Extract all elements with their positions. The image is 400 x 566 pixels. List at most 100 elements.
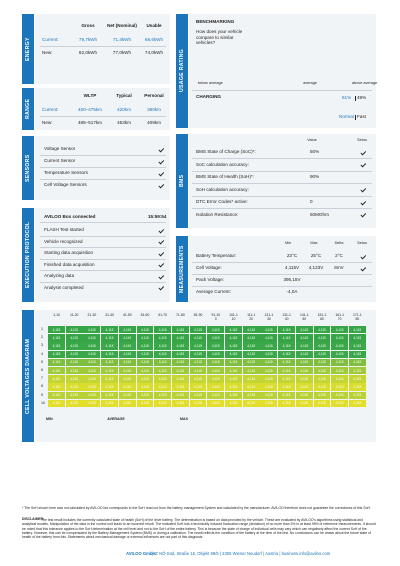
separator (40, 247, 166, 248)
cell: 4,115 (154, 326, 172, 334)
cell: 4,115 (260, 342, 278, 350)
row-label: 9 (41, 392, 43, 397)
column-header: 41-50 (122, 313, 132, 317)
cell: 4,115 (48, 367, 65, 375)
separator (192, 274, 372, 275)
cell: 4,115 (101, 334, 118, 342)
cell: 4,115 (295, 358, 313, 367)
cell: 4,115 (171, 367, 189, 375)
separator (40, 46, 166, 47)
footnote: * The SoH shown here was not calculated … (22, 506, 371, 510)
cell: 4,115 (136, 375, 154, 383)
panel (35, 208, 170, 302)
charging-mode: Fast (355, 114, 366, 120)
separator (40, 222, 166, 223)
column-header: Gross (81, 23, 95, 28)
cell: 4,115 (83, 326, 101, 334)
cell: 4,115 (171, 342, 189, 350)
bms-label: SoC calculation accuracy: (196, 161, 249, 167)
cell: 4,115 (189, 367, 207, 375)
cell: 4,115 (225, 391, 242, 399)
section-label: EXECUTION PROTOCOL (22, 208, 34, 302)
cell: 4,115 (207, 399, 225, 408)
cell: 4,115 (331, 399, 349, 408)
cell: 4,115 (48, 375, 65, 383)
separator (192, 195, 372, 197)
cell: 4,115 (242, 399, 260, 408)
bms-value: 50% (310, 149, 320, 154)
cell: 4,115 (260, 375, 278, 383)
cell: 4,115 (65, 358, 83, 367)
cell: 4,115 (189, 342, 207, 350)
cell: 4,115 (48, 358, 65, 367)
cell: 4,115 (225, 334, 242, 342)
cell: 4,115 (171, 350, 189, 358)
cell: 4,115 (48, 391, 65, 399)
cell: 4,115 (65, 375, 83, 383)
cell: 4,115 (260, 350, 278, 358)
cell: 4,115 (313, 358, 331, 367)
cell: 4,115 (48, 334, 65, 342)
cell: 4,115 (83, 350, 101, 358)
benchmark-title: BENCHMARKING (196, 19, 235, 24)
cell: 4,115 (83, 383, 101, 391)
cell: 4,115 (207, 326, 225, 334)
column-header: Delta (334, 241, 344, 245)
cell: 4,115 (295, 326, 313, 334)
cell-value: 74,0kWh (144, 50, 164, 55)
column-header: 51-60 (140, 313, 150, 317)
column-header: 171-180 (353, 313, 362, 321)
bms-value: 0 (310, 199, 313, 204)
column-header: 61-70 (158, 313, 168, 317)
cell: 4,115 (348, 391, 366, 399)
cell: 4,115 (189, 326, 207, 334)
column-header: 91-100 (211, 313, 221, 321)
cell: 4,115 (278, 399, 295, 408)
cell: 4,115 (331, 391, 349, 399)
cell: 4,115 (295, 334, 313, 342)
cell: 4,115 (136, 342, 154, 350)
section-label: RANGE (22, 88, 34, 130)
cell: 4,115 (83, 358, 101, 367)
cell: 4,115 (101, 350, 118, 358)
row-label: Current: (42, 37, 59, 42)
bms-label: BMS State of Health (SoH)*: (196, 174, 254, 179)
cell: 4,115 (171, 326, 189, 334)
separator (192, 158, 372, 159)
cell: 4,115 (154, 350, 172, 358)
column-header: 111-120 (247, 313, 256, 321)
cell: 4,115 (278, 326, 295, 334)
cell: 4,115 (48, 342, 65, 350)
cell: 4,115 (313, 367, 331, 375)
column-header: 151-160 (317, 313, 327, 321)
charging-value: 51% (342, 95, 352, 100)
benchmark-question: How does your vehicle compare to similar… (196, 29, 243, 46)
cell: 4,115 (207, 334, 225, 342)
bms-label: DTC Error Codes* active: (196, 199, 248, 204)
cell: 4,115 (242, 358, 260, 367)
measurement-value: 2°C (335, 253, 343, 258)
cell: 4,115 (118, 367, 136, 375)
cell: 4,115 (295, 375, 313, 383)
cell: 4,115 (348, 342, 366, 350)
cell: 4,115 (154, 367, 172, 375)
cell: 4,115 (348, 326, 366, 334)
measurement-value: 23°C (286, 253, 298, 258)
cell: 4,115 (65, 367, 83, 375)
row-label: New: (42, 120, 53, 125)
column-header: 81-90 (193, 313, 203, 317)
cell: 4,115 (154, 342, 172, 350)
cell: 4,115 (154, 375, 172, 383)
column-header: 141-150 (299, 313, 309, 321)
axis-label: average (303, 81, 317, 85)
cell: 4,115 (225, 342, 242, 350)
cell: 4,115 (331, 375, 349, 383)
cell: 4,115 (136, 350, 154, 358)
legend-label: MAX (180, 417, 188, 421)
cell: 4,115 (154, 399, 172, 408)
cell: 4,115 (242, 375, 260, 383)
cell: 4,115 (171, 375, 189, 383)
row-label: 5 (41, 359, 43, 364)
panel (35, 136, 170, 200)
